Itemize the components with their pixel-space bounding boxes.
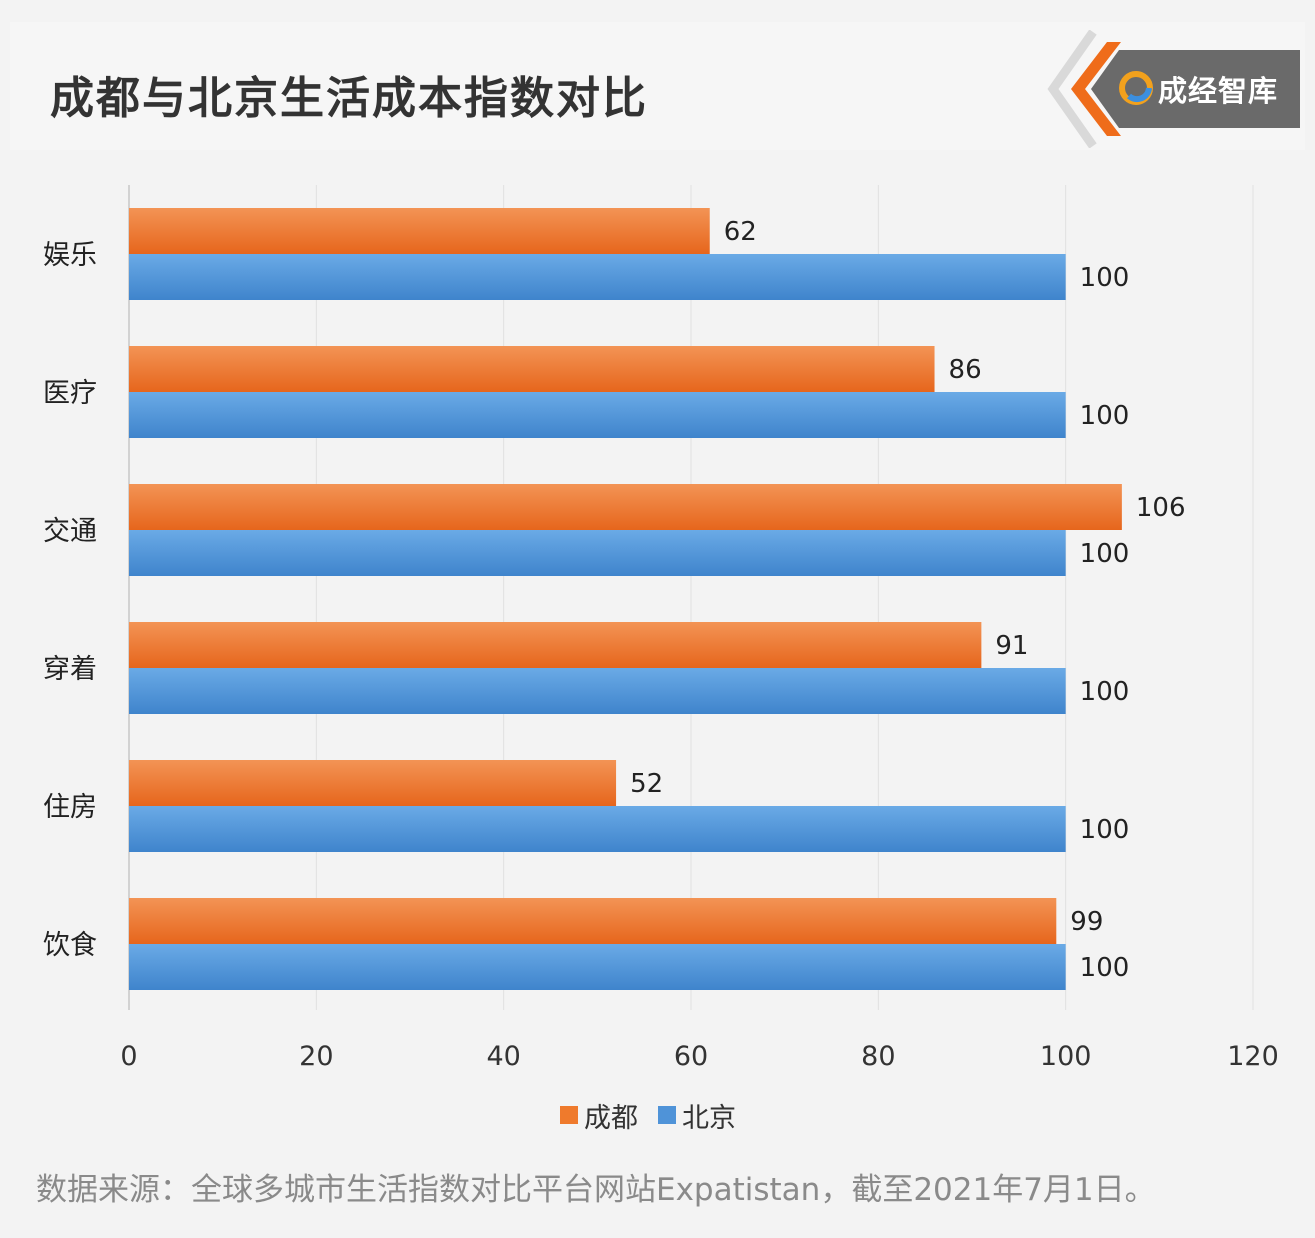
bar-beijing — [129, 668, 1066, 714]
brand-name: 成经智库 — [1158, 74, 1279, 108]
chart-legend: 成都 北京 — [560, 1095, 736, 1135]
bar-chengdu — [129, 898, 1057, 944]
bar-beijing — [129, 806, 1066, 852]
data-label: 106 — [1136, 493, 1186, 523]
bar-beijing — [129, 530, 1066, 576]
bar-chengdu — [129, 346, 935, 392]
logo-accent-shape — [1071, 42, 1121, 136]
legend-swatch-beijing — [658, 1106, 676, 1124]
data-label: 52 — [630, 769, 663, 799]
x-tick-label: 100 — [1040, 1041, 1092, 1072]
source-note: 数据来源：全球多城市生活指数对比平台网站Expatistan，截至2021年7月… — [36, 1172, 1156, 1208]
bar-chengdu — [129, 208, 710, 254]
legend-swatch-chengdu — [560, 1106, 578, 1124]
data-label: 100 — [1080, 677, 1130, 707]
bar-chengdu — [129, 622, 982, 668]
data-label: 100 — [1080, 815, 1130, 845]
bar-chart: 0 20 40 60 80 100 120娱乐62100医疗86100交通106100穿着9… — [43, 185, 1279, 1072]
logo-chevron-icon — [1047, 30, 1097, 148]
page-title: 成都与北京生活成本指数对比 — [50, 73, 648, 124]
y-category-label: 娱乐 — [43, 240, 97, 271]
y-category-label: 穿着 — [43, 654, 97, 685]
data-label: 100 — [1080, 401, 1130, 431]
bar-beijing — [129, 944, 1066, 990]
legend-label-chengdu: 成都 — [584, 1102, 638, 1134]
y-category-label: 饮食 — [43, 930, 97, 961]
data-label: 100 — [1080, 953, 1130, 983]
data-label: 100 — [1080, 539, 1130, 569]
data-label: 100 — [1080, 263, 1130, 293]
x-tick-label: 120 — [1227, 1041, 1279, 1072]
legend-label-beijing: 北京 — [682, 1102, 736, 1134]
legend-item-beijing: 北京 — [658, 1096, 736, 1135]
logo-panel — [1091, 50, 1300, 128]
y-category-label: 住房 — [43, 792, 97, 823]
bar-chengdu — [129, 484, 1122, 530]
x-tick-label: 0 — [120, 1041, 137, 1072]
x-tick-label: 60 — [674, 1041, 708, 1072]
x-tick-label: 80 — [861, 1041, 895, 1072]
data-label: 62 — [724, 217, 757, 247]
bar-chengdu — [129, 760, 617, 806]
data-label: 99 — [1070, 907, 1103, 937]
bar-beijing — [129, 392, 1066, 438]
y-category-label: 交通 — [43, 516, 97, 547]
data-label: 91 — [995, 631, 1028, 661]
legend-item-chengdu: 成都 — [560, 1096, 638, 1135]
bar-beijing — [129, 254, 1066, 300]
data-label: 86 — [949, 355, 982, 385]
y-category-label: 医疗 — [43, 378, 97, 409]
brand-logo — [1047, 30, 1300, 148]
x-tick-label: 20 — [299, 1041, 333, 1072]
x-tick-label: 40 — [486, 1041, 520, 1072]
